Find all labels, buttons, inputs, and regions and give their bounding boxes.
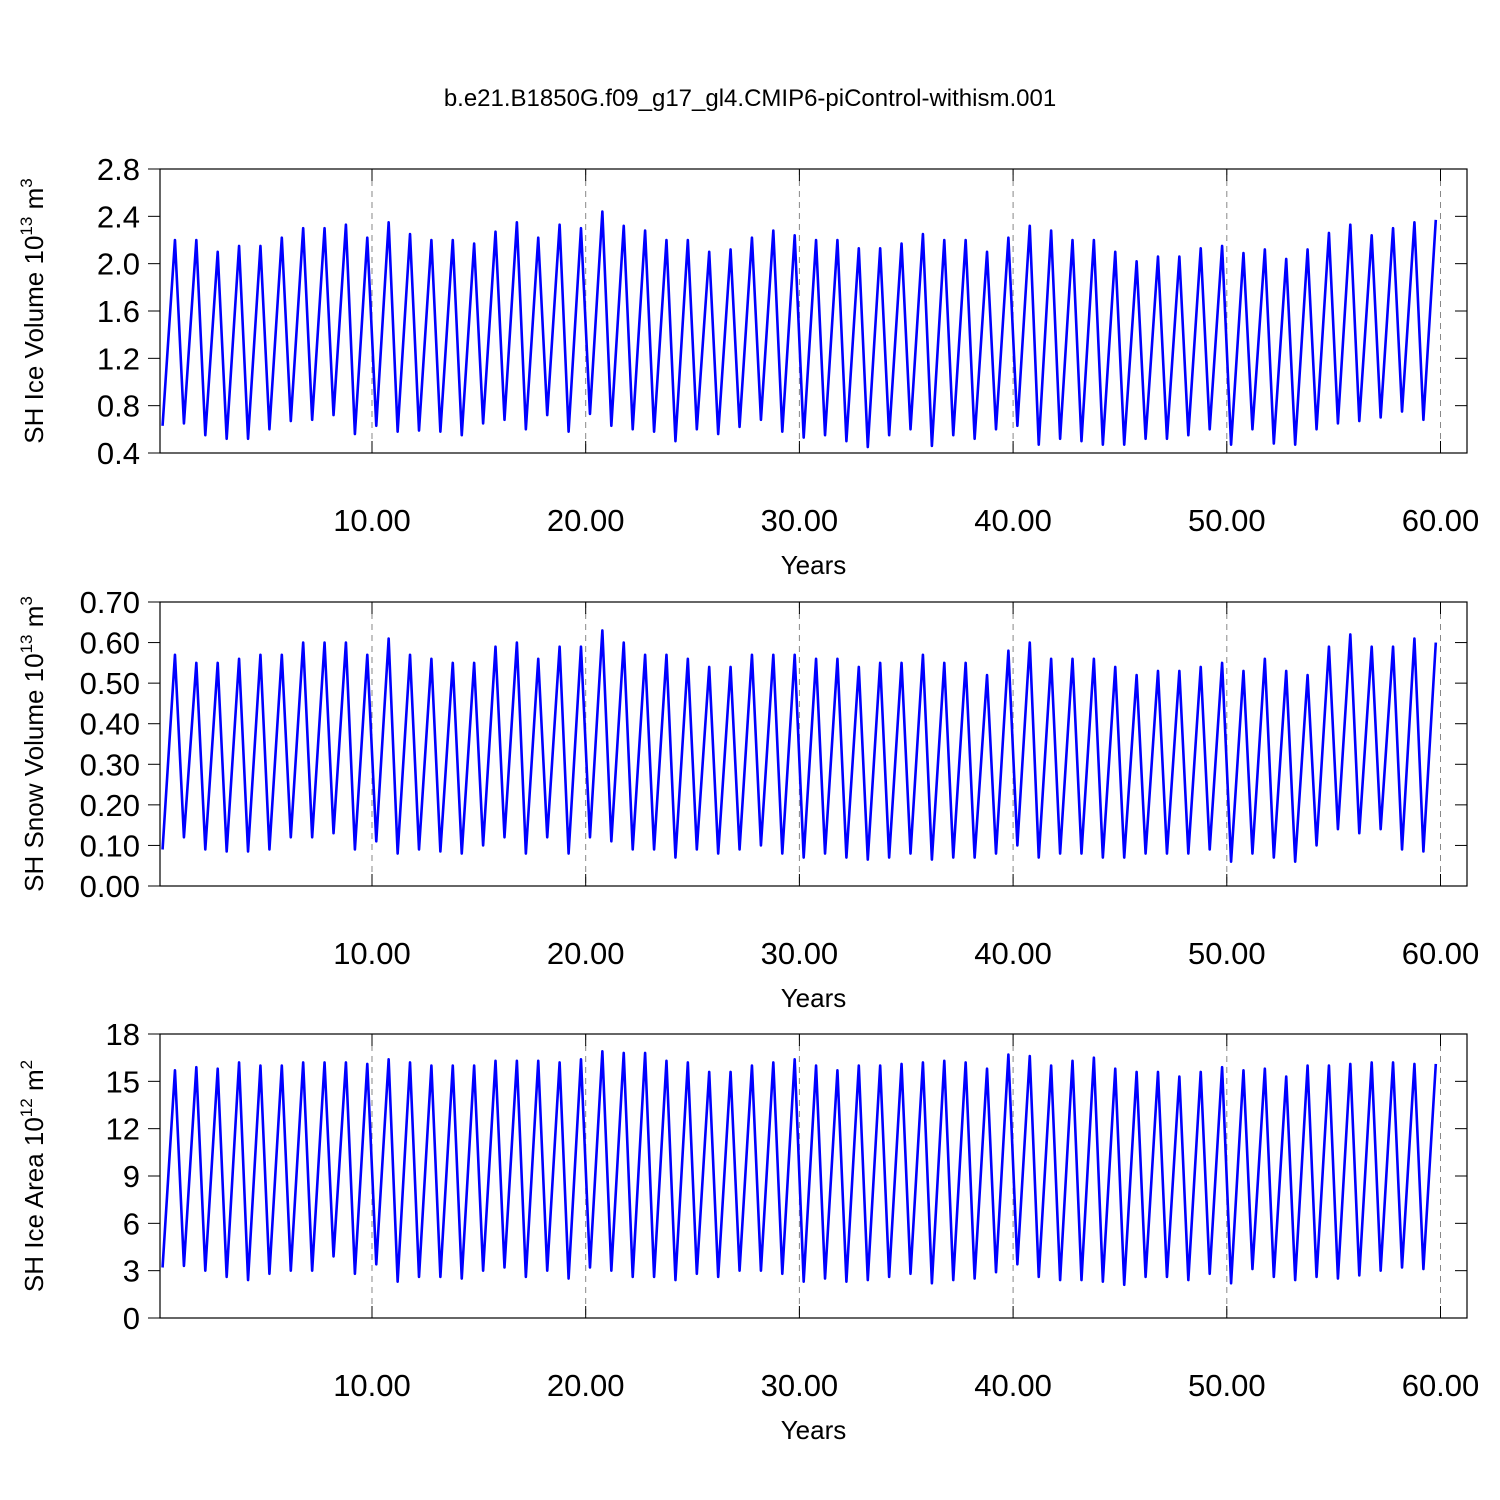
data-line <box>161 629 1438 863</box>
y-axis-label-superscript: 3 <box>17 178 36 187</box>
y-axis-label-part: m <box>19 606 49 635</box>
y-tick-label: 0 <box>123 1301 140 1336</box>
x-tick-label: 10.00 <box>333 503 411 538</box>
y-axis-label: SH Ice Volume 1013 m3 <box>17 178 49 443</box>
y-tick-label: 6 <box>123 1206 140 1241</box>
x-tick-label: 50.00 <box>1188 936 1266 971</box>
x-tick-label: 60.00 <box>1402 936 1480 971</box>
y-tick-label: 0.50 <box>80 666 140 701</box>
y-tick-label: 1.6 <box>97 294 140 329</box>
y-tick-label: 18 <box>106 1017 140 1052</box>
y-tick-label: 0.30 <box>80 747 140 782</box>
y-axis-label-superscript: 12 <box>17 1098 36 1117</box>
y-tick-label: 0.4 <box>97 436 140 471</box>
y-tick-label: 0.8 <box>97 389 140 424</box>
y-tick-label: 0.60 <box>80 626 140 661</box>
plot-frame <box>159 601 1468 887</box>
x-tick-label: 60.00 <box>1402 503 1480 538</box>
x-tick-label: 30.00 <box>761 1368 839 1403</box>
x-axis-label: Years <box>781 1415 847 1445</box>
y-tick-label: 9 <box>123 1159 140 1194</box>
y-axis-label-superscript: 13 <box>17 217 36 236</box>
figure-title: b.e21.B1850G.f09_g17_gl4.CMIP6-piControl… <box>444 85 1056 112</box>
x-tick-label: 30.00 <box>761 936 839 971</box>
x-tick-label: 50.00 <box>1188 503 1266 538</box>
y-axis-label-part: SH Ice Volume 10 <box>19 236 49 444</box>
y-tick-label: 2.0 <box>97 247 140 282</box>
y-tick-label: 15 <box>106 1064 140 1099</box>
y-axis-label-superscript: 13 <box>17 634 36 653</box>
y-tick-label: 2.8 <box>97 152 140 187</box>
x-axis-label: Years <box>781 550 847 580</box>
y-tick-label: 0.10 <box>80 828 140 863</box>
y-tick-label: 12 <box>106 1112 140 1147</box>
x-tick-label: 40.00 <box>974 936 1052 971</box>
x-tick-label: 40.00 <box>974 1368 1052 1403</box>
y-axis-label-superscript: 2 <box>17 1060 36 1069</box>
plot-frame <box>159 1033 1468 1319</box>
plot-frame <box>159 168 1468 454</box>
y-axis-label-part: m <box>19 188 49 217</box>
y-tick-label: 3 <box>123 1254 140 1289</box>
x-tick-label: 20.00 <box>547 936 625 971</box>
y-axis-label-part: SH Snow Volume 10 <box>19 653 49 891</box>
x-tick-label: 50.00 <box>1188 1368 1266 1403</box>
y-axis-label-part: SH Ice Area 10 <box>19 1117 49 1292</box>
y-axis-label: SH Snow Volume 1013 m3 <box>17 596 49 892</box>
x-tick-label: 10.00 <box>333 936 411 971</box>
y-tick-label: 0.20 <box>80 788 140 823</box>
data-line <box>161 1050 1438 1287</box>
y-tick-label: 1.2 <box>97 341 140 376</box>
x-axis-label: Years <box>781 983 847 1013</box>
y-axis-label-superscript: 3 <box>17 596 36 605</box>
x-tick-label: 10.00 <box>333 1368 411 1403</box>
y-axis-label: SH Ice Area 1012 m2 <box>17 1060 49 1292</box>
x-tick-label: 30.00 <box>761 503 839 538</box>
y-tick-label: 0.40 <box>80 707 140 742</box>
data-line <box>161 210 1438 449</box>
x-tick-label: 20.00 <box>547 503 625 538</box>
x-tick-label: 20.00 <box>547 1368 625 1403</box>
y-axis-label-part: m <box>19 1069 49 1098</box>
y-tick-label: 2.4 <box>97 199 140 234</box>
y-tick-label: 0.00 <box>80 869 140 904</box>
y-tick-label: 0.70 <box>80 585 140 620</box>
x-tick-label: 40.00 <box>974 503 1052 538</box>
x-tick-label: 60.00 <box>1402 1368 1480 1403</box>
